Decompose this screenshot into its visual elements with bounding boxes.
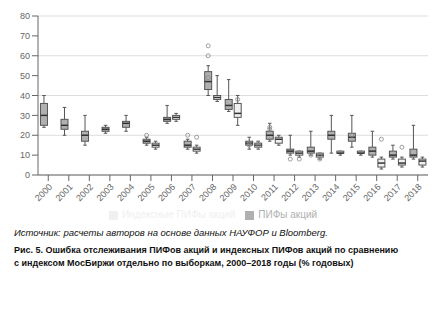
- svg-text:2009: 2009: [218, 182, 239, 203]
- svg-text:2001: 2001: [53, 182, 74, 203]
- html-text:с индексом МосБиржи отдельно п: с индексом МосБиржи отдельно по выборкам…: [14, 258, 354, 268]
- html-text:Рис. 5. Ошибка отслеживания ПИ: Рис. 5. Ошибка отслеживания ПИФов акций …: [14, 245, 399, 255]
- svg-text:70: 70: [20, 31, 30, 41]
- html-text:Источник: расчеты авторов на о: Источник: расчеты авторов на основе данн…: [14, 227, 328, 238]
- svg-text:2000: 2000: [33, 182, 54, 203]
- svg-text:2007: 2007: [177, 182, 198, 203]
- svg-text:2014: 2014: [320, 182, 341, 203]
- svg-text:2015: 2015: [341, 182, 362, 203]
- svg-text:60: 60: [20, 51, 30, 61]
- svg-text:2018: 2018: [402, 182, 423, 203]
- svg-text:2003: 2003: [95, 182, 116, 203]
- html-text:Индексные ПИФы акций: Индексные ПИФы акций: [121, 209, 236, 220]
- svg-text:20: 20: [20, 130, 30, 140]
- svg-text:2002: 2002: [74, 182, 95, 203]
- svg-text:2008: 2008: [197, 182, 218, 203]
- svg-text:80: 80: [20, 11, 30, 21]
- svg-text:10: 10: [20, 150, 30, 160]
- svg-text:2016: 2016: [361, 182, 382, 203]
- svg-text:2012: 2012: [279, 182, 300, 203]
- svg-text:2017: 2017: [382, 182, 403, 203]
- svg-text:2011: 2011: [259, 182, 280, 203]
- svg-text:30: 30: [20, 111, 30, 121]
- html-text:ПИФы акций: ПИФы акций: [258, 209, 318, 220]
- svg-text:0: 0: [25, 170, 30, 180]
- svg-text:2013: 2013: [300, 182, 321, 203]
- svg-text:2010: 2010: [238, 182, 259, 203]
- svg-text:2005: 2005: [136, 182, 157, 203]
- svg-text:2004: 2004: [115, 182, 136, 203]
- svg-text:40: 40: [20, 91, 30, 101]
- svg-text:2006: 2006: [156, 182, 177, 203]
- svg-text:50: 50: [20, 71, 30, 81]
